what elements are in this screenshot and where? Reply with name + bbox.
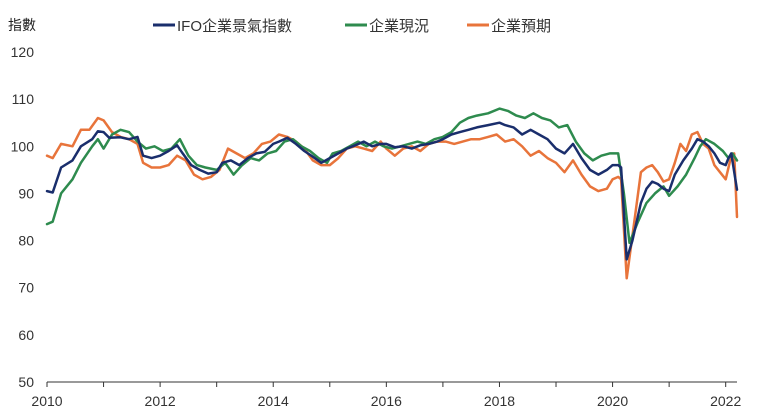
x-tick-label: 2012 bbox=[145, 393, 176, 409]
y-axis-ticks: 50 60 70 80 90 100 110 120 bbox=[11, 44, 35, 390]
x-tick-label: 2010 bbox=[31, 393, 62, 409]
legend-label: 企業預期 bbox=[491, 17, 551, 35]
x-tick-label: 2014 bbox=[258, 393, 289, 409]
x-tick-label: 2020 bbox=[597, 393, 628, 409]
y-tick-label: 70 bbox=[18, 280, 34, 296]
y-tick-label: 60 bbox=[18, 327, 34, 343]
x-tick-label: 2016 bbox=[371, 393, 402, 409]
x-axis: 2010 2012 2014 2016 2018 2020 2022 bbox=[31, 381, 741, 409]
series-lines bbox=[45, 107, 739, 280]
x-tick-label: 2018 bbox=[484, 393, 515, 409]
y-tick-label: 110 bbox=[12, 91, 35, 107]
series-line-2 bbox=[45, 116, 739, 280]
y-tick-label: 90 bbox=[18, 185, 34, 201]
legend: IFO企業景氣指數 企業現況 企業預期 bbox=[153, 17, 551, 35]
series-line-0 bbox=[45, 121, 739, 261]
y-tick-label: 120 bbox=[11, 44, 35, 60]
legend-label: IFO企業景氣指數 bbox=[177, 17, 292, 35]
y-axis-label: 指數 bbox=[8, 17, 36, 33]
y-tick-label: 100 bbox=[11, 138, 35, 154]
x-tick-label: 2022 bbox=[710, 393, 741, 409]
y-tick-label: 80 bbox=[18, 233, 34, 249]
y-tick-label: 50 bbox=[18, 374, 34, 390]
legend-label: 企業現況 bbox=[369, 17, 429, 35]
